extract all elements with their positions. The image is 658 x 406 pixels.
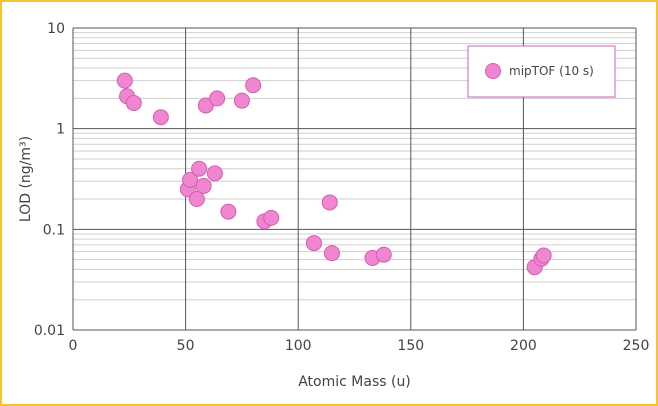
data-point — [182, 171, 199, 188]
data-point — [535, 247, 552, 264]
data-point — [233, 92, 250, 109]
data-point — [116, 72, 133, 89]
data-point — [191, 160, 208, 177]
data-point — [321, 194, 338, 211]
data-point — [220, 203, 237, 220]
x-tick-labels: 0 50 100 150 200 250 — [69, 338, 650, 354]
data-point — [305, 235, 322, 252]
data-points — [116, 72, 552, 276]
y-tick-labels: 0.01 0.1 1 10 — [34, 21, 65, 339]
x-tick-label: 150 — [397, 338, 424, 354]
data-point — [125, 94, 142, 111]
data-point — [245, 77, 262, 94]
data-point — [152, 109, 169, 126]
legend: mipTOF (10 s) — [467, 45, 616, 98]
y-tick-label: 10 — [47, 21, 65, 37]
x-axis-title: Atomic Mass (u) — [298, 374, 411, 390]
x-tick-label: 200 — [510, 338, 537, 354]
data-point — [188, 191, 205, 208]
data-point — [195, 177, 212, 194]
data-point — [209, 90, 226, 107]
y-tick-label: 0.1 — [43, 222, 65, 238]
x-tick-label: 0 — [69, 338, 78, 354]
data-point — [263, 209, 280, 226]
y-tick-label: 1 — [56, 122, 65, 138]
data-point — [375, 246, 392, 263]
legend-label: mipTOF (10 s) — [509, 64, 594, 78]
x-tick-label: 250 — [623, 338, 650, 354]
y-tick-label: 0.01 — [34, 323, 65, 339]
data-point — [323, 245, 340, 262]
legend-marker — [485, 63, 501, 79]
minor-grid — [73, 32, 636, 301]
x-tick-label: 50 — [177, 338, 195, 354]
y-axis-title: LOD (ng/m³) — [18, 136, 34, 222]
data-point — [197, 97, 214, 114]
x-tick-label: 100 — [285, 338, 312, 354]
data-point — [206, 165, 223, 182]
